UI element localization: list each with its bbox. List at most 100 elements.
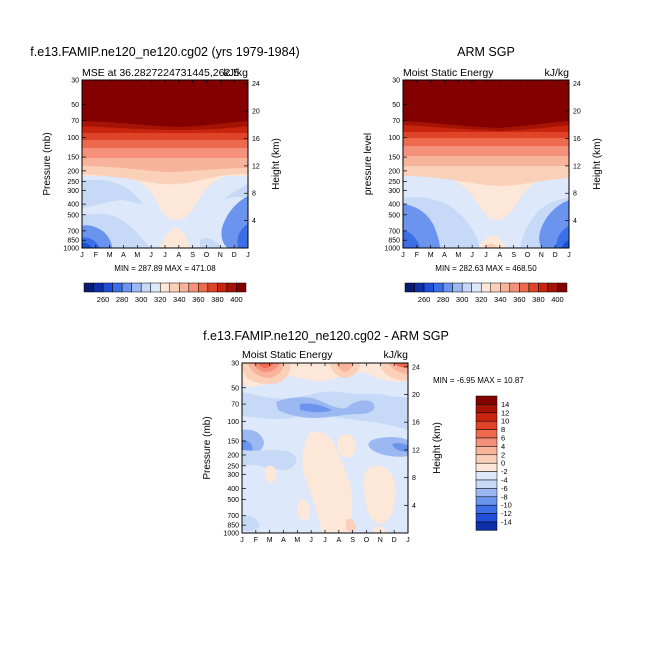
x-tick-label: J bbox=[567, 252, 571, 259]
y-right-tick-label: 12 bbox=[412, 447, 420, 454]
y-right-tick-label: 4 bbox=[412, 503, 416, 510]
colorbar-swatch bbox=[112, 282, 123, 293]
colorbar-swatch bbox=[452, 282, 463, 293]
y-tick-label: 700 bbox=[388, 228, 400, 235]
colorbar-swatch bbox=[475, 462, 498, 472]
colorbar-label: 400 bbox=[551, 295, 564, 304]
y-right-tick-label: 20 bbox=[412, 392, 420, 399]
y-tick-label: 70 bbox=[392, 118, 400, 125]
y-tick-label: 30 bbox=[392, 78, 400, 85]
colorbar-swatch bbox=[475, 471, 498, 481]
panel-model-minmax: MIN = 287.89 MAX = 471.08 bbox=[114, 264, 216, 273]
colorbar-label: -6 bbox=[501, 484, 508, 493]
x-tick-label: D bbox=[232, 252, 237, 259]
y-tick-label: 400 bbox=[67, 202, 79, 209]
y-tick-label: 850 bbox=[67, 238, 79, 245]
colorbar-swatch bbox=[150, 282, 161, 293]
y-right-tick-label: 4 bbox=[252, 218, 256, 225]
x-tick-label: S bbox=[511, 252, 516, 259]
panel-obs-title: ARM SGP bbox=[457, 45, 515, 59]
panel-model-subtitle: MSE at 36.2827224731445,262.5 bbox=[82, 67, 239, 79]
x-tick-label: M bbox=[294, 537, 300, 544]
x-tick-label: A bbox=[442, 252, 447, 259]
panel-model-colorbar: 260 280 300 320 340 360 380 400 bbox=[83, 282, 247, 304]
x-tick-label: J bbox=[401, 252, 405, 259]
colorbar-swatch bbox=[475, 496, 498, 506]
y-right-tick-label: 12 bbox=[252, 163, 260, 170]
x-tick-label: J bbox=[484, 252, 488, 259]
y-tick-label: 30 bbox=[231, 361, 239, 368]
colorbar-swatch bbox=[93, 282, 104, 293]
x-tick-label: N bbox=[539, 252, 544, 259]
colorbar-swatch bbox=[433, 282, 444, 293]
colorbar-label: 360 bbox=[513, 295, 526, 304]
y-tick-label: 500 bbox=[67, 212, 79, 219]
panel-model-units: kJ/kg bbox=[223, 67, 248, 79]
colorbar-label: 300 bbox=[135, 295, 148, 304]
x-tick-label: A bbox=[281, 537, 286, 544]
colorbar-swatch bbox=[121, 282, 132, 293]
y-right-tick-label: 8 bbox=[412, 475, 416, 482]
y-tick-label: 300 bbox=[388, 188, 400, 195]
x-tick-label: O bbox=[364, 537, 370, 544]
y-right-tick-label: 16 bbox=[252, 136, 260, 143]
panel-model-ticks: J F M A M J J A S O N D J 30 50 70 100 150 200 250 300 400 500… bbox=[63, 78, 259, 260]
panel-obs: ARM SGP Moist Static Energy kJ/kg J F M A M bbox=[363, 45, 603, 304]
panel-obs-colorbar: 260 280 300 320 340 360 380 400 bbox=[404, 282, 568, 304]
colorbar-swatch bbox=[226, 282, 237, 293]
x-tick-label: D bbox=[553, 252, 558, 259]
colorbar-swatch bbox=[188, 282, 199, 293]
y-tick-label: 400 bbox=[227, 486, 239, 493]
x-tick-label: N bbox=[378, 537, 383, 544]
colorbar-swatch bbox=[169, 282, 180, 293]
colorbar-label: 6 bbox=[501, 434, 505, 443]
colorbar-swatch bbox=[198, 282, 209, 293]
y-right-tick-label: 20 bbox=[573, 109, 581, 116]
colorbar-label: 380 bbox=[211, 295, 224, 304]
panel-model-contours bbox=[82, 80, 248, 248]
colorbar-label: 14 bbox=[501, 400, 509, 409]
colorbar-label: 260 bbox=[97, 295, 110, 304]
y-tick-label: 150 bbox=[227, 439, 239, 446]
panel-diff-ylabel: Pressure (mb) bbox=[202, 416, 213, 479]
colorbar-swatch bbox=[475, 437, 498, 447]
panel-diff-ylabel-right: Height (km) bbox=[432, 422, 443, 474]
y-tick-label: 300 bbox=[67, 188, 79, 195]
colorbar-swatch bbox=[131, 282, 142, 293]
y-tick-label: 200 bbox=[388, 168, 400, 175]
colorbar-swatch bbox=[490, 282, 501, 293]
y-tick-label: 250 bbox=[388, 179, 400, 186]
colorbar-swatch bbox=[83, 282, 94, 293]
x-tick-label: A bbox=[336, 537, 341, 544]
colorbar-label: 320 bbox=[475, 295, 488, 304]
colorbar-swatch bbox=[509, 282, 520, 293]
x-tick-label: J bbox=[309, 537, 313, 544]
y-right-tick-label: 8 bbox=[573, 191, 577, 198]
colorbar-swatch bbox=[404, 282, 415, 293]
y-tick-label: 200 bbox=[67, 168, 79, 175]
y-tick-label: 850 bbox=[388, 238, 400, 245]
colorbar-label: -4 bbox=[501, 476, 508, 485]
y-right-tick-label: 24 bbox=[573, 81, 581, 88]
x-tick-label: J bbox=[246, 252, 250, 259]
x-tick-label: A bbox=[176, 252, 181, 259]
colorbar-label: -12 bbox=[501, 509, 512, 518]
colorbar-label: 300 bbox=[456, 295, 469, 304]
y-tick-label: 150 bbox=[388, 155, 400, 162]
panel-diff-contours bbox=[242, 363, 408, 533]
colorbar-swatch bbox=[236, 282, 247, 293]
panel-model: f.e13.FAMIP.ne120_ne120.cg02 (yrs 1979-1… bbox=[30, 45, 299, 304]
x-tick-label: O bbox=[525, 252, 531, 259]
colorbar-swatch bbox=[475, 429, 498, 439]
colorbar-swatch bbox=[475, 412, 498, 422]
y-tick-label: 50 bbox=[392, 102, 400, 109]
colorbar-label: 260 bbox=[418, 295, 431, 304]
colorbar-swatch bbox=[179, 282, 190, 293]
panel-diff-title: f.e13.FAMIP.ne120_ne120.cg02 - ARM SGP bbox=[203, 329, 449, 343]
panel-diff-ticks: J F M A M J J A S O N D J 30 50 70 100 150 200 250 300 400 500… bbox=[223, 361, 419, 545]
colorbar-label: 340 bbox=[494, 295, 507, 304]
colorbar-swatch bbox=[538, 282, 549, 293]
colorbar-swatch bbox=[442, 282, 453, 293]
x-tick-label: J bbox=[149, 252, 153, 259]
